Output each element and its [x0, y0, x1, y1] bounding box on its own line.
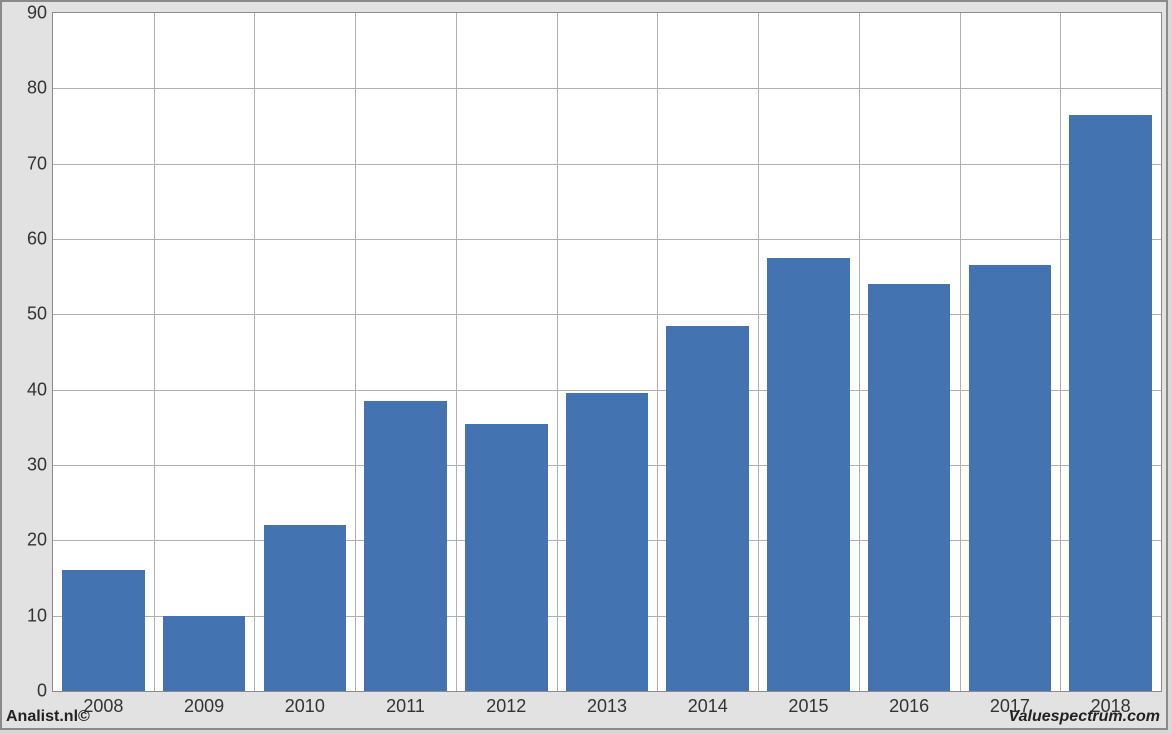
bar [163, 616, 246, 691]
x-tick-label: 2015 [788, 696, 828, 717]
gridline-v [758, 13, 759, 691]
y-tick-label: 30 [7, 455, 47, 476]
gridline-h [53, 164, 1161, 165]
x-tick-label: 2009 [184, 696, 224, 717]
bar [969, 265, 1052, 691]
y-tick-label: 60 [7, 229, 47, 250]
gridline-v [355, 13, 356, 691]
y-tick-label: 50 [7, 304, 47, 325]
gridline-v [456, 13, 457, 691]
gridline-v [154, 13, 155, 691]
y-tick-label: 70 [7, 153, 47, 174]
bar [868, 284, 951, 691]
gridline-v [254, 13, 255, 691]
bar [666, 326, 749, 691]
bar [264, 525, 347, 691]
gridline-v [557, 13, 558, 691]
y-tick-label: 0 [7, 681, 47, 702]
y-tick-label: 20 [7, 530, 47, 551]
gridline-v [1060, 13, 1061, 691]
bar [465, 424, 548, 691]
footer-left: Analist.nl© [6, 708, 90, 726]
y-tick-label: 90 [7, 3, 47, 24]
bar [364, 401, 447, 691]
x-tick-label: 2012 [486, 696, 526, 717]
gridline-v [657, 13, 658, 691]
gridline-v [859, 13, 860, 691]
gridline-h [53, 88, 1161, 89]
x-tick-label: 2013 [587, 696, 627, 717]
x-tick-label: 2016 [889, 696, 929, 717]
gridline-h [53, 239, 1161, 240]
x-tick-label: 2010 [285, 696, 325, 717]
y-tick-label: 80 [7, 78, 47, 99]
bar [1069, 115, 1152, 691]
gridline-v [960, 13, 961, 691]
footer-right: Valuespectrum.com [1009, 708, 1160, 726]
bar [767, 258, 850, 691]
x-tick-label: 2011 [386, 696, 425, 717]
bar [566, 393, 649, 691]
x-tick-label: 2014 [688, 696, 728, 717]
plot-area [52, 12, 1162, 692]
bar [62, 570, 145, 691]
chart-frame: 0102030405060708090 20082009201020112012… [0, 0, 1168, 730]
y-tick-label: 10 [7, 605, 47, 626]
y-tick-label: 40 [7, 379, 47, 400]
